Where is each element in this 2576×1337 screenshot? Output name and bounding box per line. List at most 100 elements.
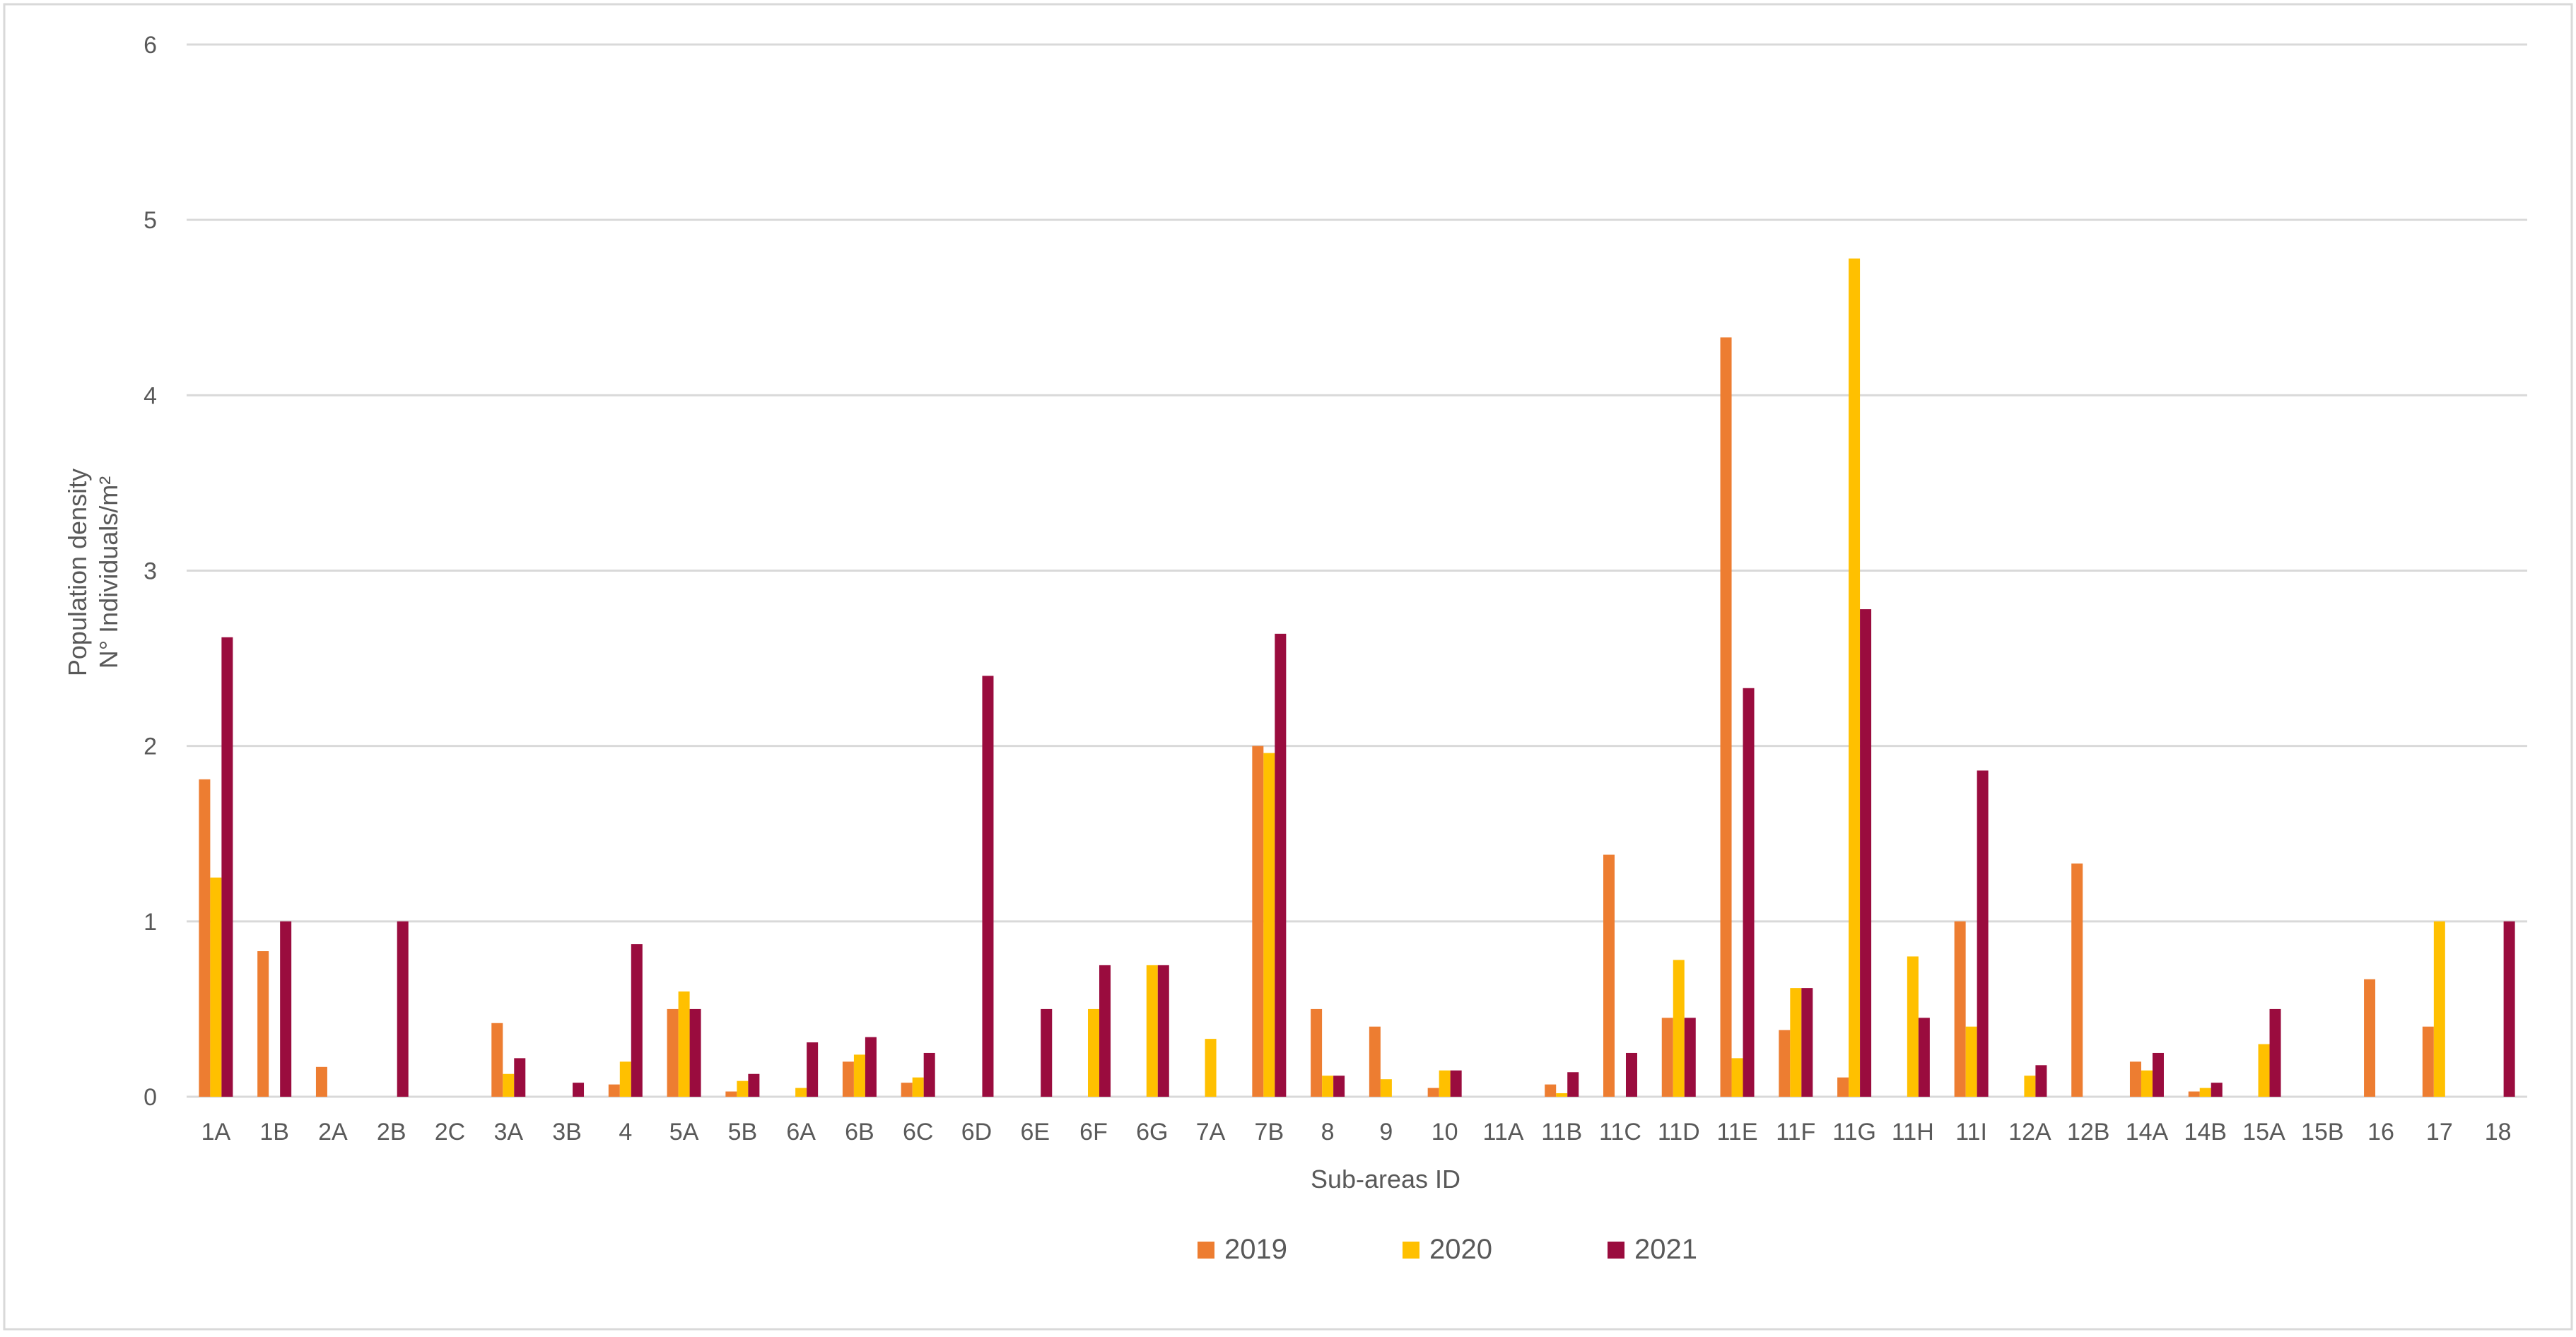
y-tick-label: 1 — [144, 909, 157, 936]
bar-2019-11G — [1837, 1077, 1849, 1097]
x-tick-label: 18 — [2485, 1119, 2512, 1145]
x-axis-tick-labels: 1A 1B 2A 2B 2C 3A 3B 4 5A 5B 6A 6B 6C 6D 6E 6F 6G 7A 7B 8 9 1… — [201, 1119, 2512, 1145]
x-axis-label: Sub-areas ID — [1311, 1165, 1460, 1194]
x-tick-label: 12B — [2067, 1119, 2110, 1145]
bar-2020-11H — [1907, 956, 1919, 1097]
legend: 2019 2020 2021 — [1198, 1234, 1697, 1265]
bar-2019-11D — [1661, 1018, 1673, 1097]
x-tick-label: 17 — [2426, 1119, 2453, 1145]
x-tick-label: 6D — [961, 1119, 992, 1145]
y-tick-label: 5 — [144, 207, 157, 234]
y-tick-label: 6 — [144, 32, 157, 59]
bar-2019-11E — [1720, 337, 1732, 1097]
bar-2021-6A — [807, 1042, 819, 1097]
bar-2021-1B — [280, 921, 292, 1097]
bar-2020-11B — [1556, 1093, 1568, 1097]
bar-2019-11F — [1779, 1030, 1791, 1097]
bar-2019-10 — [1427, 1088, 1439, 1097]
bar-2021-6F — [1099, 965, 1111, 1097]
x-tick-label: 7B — [1255, 1119, 1284, 1145]
x-tick-label: 15A — [2242, 1119, 2285, 1145]
x-tick-label: 6C — [903, 1119, 933, 1145]
bar-2019-17 — [2422, 1026, 2434, 1097]
bar-2021-6E — [1041, 1008, 1053, 1097]
bar-2019-11C — [1603, 854, 1615, 1097]
bar-2020-11D — [1673, 960, 1685, 1097]
x-tick-label: 11C — [1599, 1119, 1641, 1145]
chart-border — [3, 3, 2573, 1331]
bar-2021-11E — [1743, 688, 1755, 1097]
legend-swatch-2019 — [1198, 1242, 1214, 1259]
bar-2021-5B — [748, 1073, 760, 1097]
bar-2019-1A — [199, 779, 211, 1097]
bar-2021-6C — [923, 1052, 935, 1097]
bar-2021-6B — [865, 1037, 877, 1097]
bar-2021-11C — [1625, 1052, 1637, 1097]
x-tick-label: 6G — [1136, 1119, 1168, 1145]
y-tick-label: 2 — [144, 734, 157, 760]
bar-2019-12B — [2071, 863, 2083, 1097]
legend-swatch-2021 — [1608, 1242, 1624, 1259]
x-tick-label: 12A — [2008, 1119, 2051, 1145]
x-tick-label: 1A — [201, 1119, 231, 1145]
x-tick-label: 3B — [552, 1119, 582, 1145]
bar-2019-4 — [608, 1084, 620, 1097]
legend-label: 2019 — [1224, 1234, 1287, 1265]
x-tick-label: 11G — [1832, 1119, 1876, 1145]
x-tick-label: 11A — [1482, 1119, 1523, 1145]
bar-2021-7B — [1275, 633, 1287, 1097]
bar-2020-6F — [1088, 1008, 1100, 1097]
bar-2019-14A — [2129, 1061, 2141, 1097]
bar-2021-10 — [1450, 1070, 1462, 1097]
bar-2020-7A — [1205, 1039, 1217, 1097]
y-axis-tick-labels: 0 1 2 3 4 5 6 — [144, 32, 157, 1111]
bar-2021-5A — [689, 1008, 701, 1097]
y-axis-label-line-1: Population density — [63, 469, 92, 676]
bar-2021-14B — [2211, 1083, 2223, 1097]
bar-2021-12A — [2035, 1065, 2047, 1097]
legend-label: 2021 — [1634, 1234, 1697, 1265]
x-tick-label: 11I — [1955, 1119, 1987, 1145]
bar-2020-6G — [1146, 965, 1158, 1097]
bar-2019-3A — [491, 1023, 503, 1097]
x-tick-label: 6B — [845, 1119, 874, 1145]
bar-2020-6B — [853, 1054, 865, 1097]
x-tick-label: 5A — [669, 1119, 699, 1145]
bar-2021-11I — [1977, 770, 1989, 1097]
bar-2020-14B — [2199, 1088, 2211, 1097]
x-tick-label: 7A — [1196, 1119, 1226, 1145]
bar-2019-14B — [2188, 1091, 2200, 1097]
bar-2020-15A — [2258, 1044, 2270, 1097]
x-tick-label: 6F — [1079, 1119, 1108, 1145]
bar-2020-10 — [1439, 1070, 1451, 1097]
bar-2021-1A — [221, 637, 233, 1097]
y-tick-label: 3 — [144, 558, 157, 585]
bar-2021-6G — [1157, 965, 1169, 1097]
bar-2021-18 — [2503, 921, 2515, 1097]
bar-2021-15A — [2269, 1008, 2281, 1097]
bar-2019-16 — [2364, 979, 2376, 1097]
y-tick-label: 4 — [144, 382, 157, 409]
bar-2019-7B — [1252, 746, 1264, 1097]
bar-2021-11D — [1684, 1018, 1696, 1097]
bar-2021-4 — [631, 944, 643, 1097]
bar-2021-2B — [397, 921, 409, 1097]
bar-2021-8 — [1333, 1076, 1345, 1097]
bar-2020-4 — [619, 1061, 631, 1097]
bar-2020-3A — [503, 1073, 515, 1097]
x-tick-label: 10 — [1432, 1119, 1458, 1145]
bar-2021-11H — [1918, 1018, 1930, 1097]
x-tick-label: 11F — [1776, 1119, 1815, 1145]
bar-2020-17 — [2433, 921, 2445, 1097]
bars — [199, 258, 2515, 1097]
bar-2020-14A — [2141, 1070, 2153, 1097]
bar-2019-5B — [725, 1091, 737, 1097]
x-tick-label: 8 — [1321, 1119, 1335, 1145]
bar-2020-11I — [1965, 1026, 1977, 1097]
x-tick-label: 6E — [1020, 1119, 1050, 1145]
x-tick-label: 2C — [435, 1119, 465, 1145]
bar-2020-11F — [1790, 988, 1802, 1097]
bar-2019-5A — [667, 1008, 679, 1097]
